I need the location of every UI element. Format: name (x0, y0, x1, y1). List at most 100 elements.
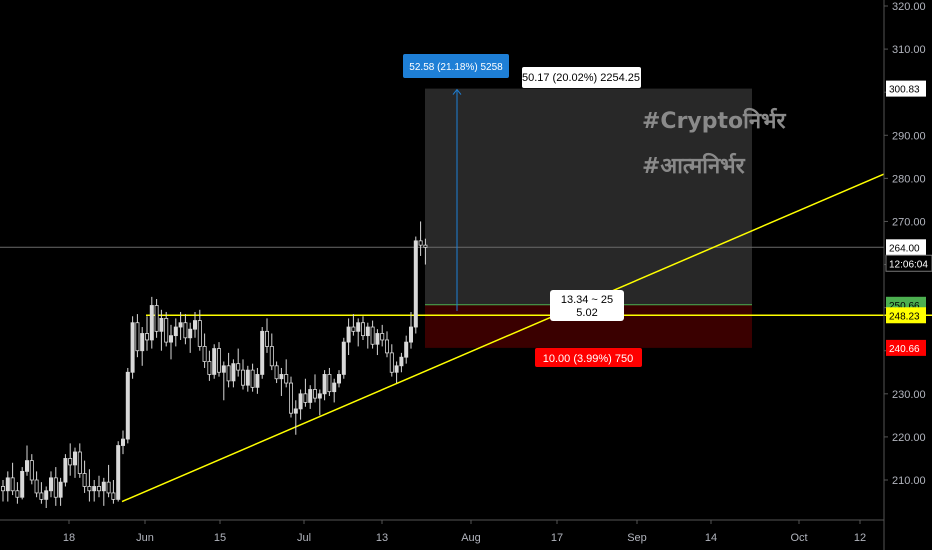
annotation-crypto: #Cryptoनिर्भर (642, 107, 787, 134)
candle-body (15, 490, 20, 498)
price-tick-label: 230.00 (892, 389, 926, 401)
candle-body (255, 374, 260, 388)
candle-body (264, 330, 269, 347)
candle-body (73, 451, 78, 466)
candle-body (130, 322, 135, 373)
price-tag-label: 240.66 (889, 344, 920, 355)
price-tick-label: 320.00 (892, 1, 926, 13)
candle-body (380, 333, 385, 341)
candle-body (106, 481, 111, 494)
candle-body (125, 371, 130, 440)
candle-body (250, 369, 255, 388)
candle-body (245, 369, 250, 386)
price-tag-box (885, 254, 932, 272)
candle-body (351, 326, 356, 332)
target-label-box (522, 67, 641, 88)
candle-body (111, 492, 116, 500)
candle-body (178, 322, 183, 328)
candle-body (77, 451, 82, 474)
candle-body (144, 333, 149, 341)
candle-body (389, 352, 394, 373)
candle-body (336, 374, 341, 384)
candle-body (20, 470, 25, 498)
time-tick-label: 17 (551, 532, 563, 544)
ratio-line-2: 5.02 (576, 307, 597, 319)
candle-body (82, 473, 87, 487)
time-tick-label: 12 (854, 532, 866, 544)
candle-body (135, 322, 140, 352)
candle-body (423, 244, 428, 248)
candle-body (24, 460, 29, 472)
candle-body (341, 341, 346, 375)
candle-body (413, 240, 418, 328)
candle-body (308, 389, 313, 403)
price-tag-box (886, 80, 926, 97)
candle-body (39, 492, 44, 500)
candle-body (97, 486, 102, 492)
candle-body (327, 374, 332, 393)
candle-body (159, 318, 164, 332)
candle-body (384, 339, 389, 354)
price-tag-label: 264.00 (889, 243, 920, 254)
candle-body (284, 374, 289, 384)
chart-lines (0, 173, 932, 503)
candle-body (240, 369, 245, 386)
candle-body (207, 361, 212, 375)
candle-body (317, 393, 322, 399)
price-tag-label: 248.23 (889, 311, 920, 322)
candle-body (34, 479, 39, 494)
candle-body (399, 356, 404, 367)
candle-body (356, 322, 361, 332)
candle-body (87, 486, 92, 492)
price-tick-label: 210.00 (892, 475, 926, 487)
candle-body (49, 477, 54, 492)
ratio-line-1: 13.34 ~ 25 (561, 294, 613, 306)
candle-body (29, 460, 34, 481)
candle-body (226, 365, 231, 382)
stop-label: 10.00 (3.99%) 750 (543, 353, 634, 365)
price-tag-label: 250.66 (889, 301, 920, 312)
candle-body (404, 341, 409, 358)
candle-body (10, 477, 15, 492)
candle-body (58, 481, 63, 498)
ratio-box (550, 290, 624, 321)
candle-body (183, 322, 188, 339)
candle-body (121, 438, 126, 446)
target-zone (425, 88, 752, 305)
price-tick-label: 310.00 (892, 44, 926, 56)
price-tick-label: 270.00 (892, 216, 926, 228)
candle-body (116, 445, 121, 500)
position-zones (425, 88, 752, 348)
candle-body (101, 481, 106, 492)
time-tick-label: Jun (136, 532, 154, 544)
time-tick-label: 13 (376, 532, 388, 544)
annotation-atma: #आत्मनिर्भर (642, 152, 746, 179)
time-tick-label: Jul (297, 532, 311, 544)
candle-body (293, 408, 298, 414)
time-tick-label: 14 (705, 532, 717, 544)
candle-body (221, 365, 226, 373)
price-tag-label: 300.83 (889, 85, 920, 96)
candle-body (346, 326, 351, 343)
candle-body (365, 326, 370, 337)
target-label: 50.17 (20.02%) 2254.25 (522, 72, 640, 84)
stop-label-box (535, 348, 642, 367)
candle-body (68, 458, 73, 466)
candle-body (53, 477, 58, 498)
price-tag-box (886, 339, 926, 356)
candle-body (236, 363, 241, 371)
candle-body (298, 393, 303, 410)
time-tick-label: Oct (790, 532, 807, 544)
time-axis: 18 Jun 15 Jul 13 Aug 17 Sep 14 Oct 12 (0, 519, 884, 544)
candle-body (0, 486, 6, 492)
candle-body (269, 346, 274, 367)
candle-body (260, 330, 265, 375)
candle-body (168, 335, 173, 343)
candle-body (44, 490, 49, 500)
candle-body (274, 365, 279, 380)
measure-arrowhead (452, 88, 462, 95)
time-tick-label: Aug (461, 532, 481, 544)
candle-body (197, 320, 202, 347)
candle-body (418, 240, 423, 246)
